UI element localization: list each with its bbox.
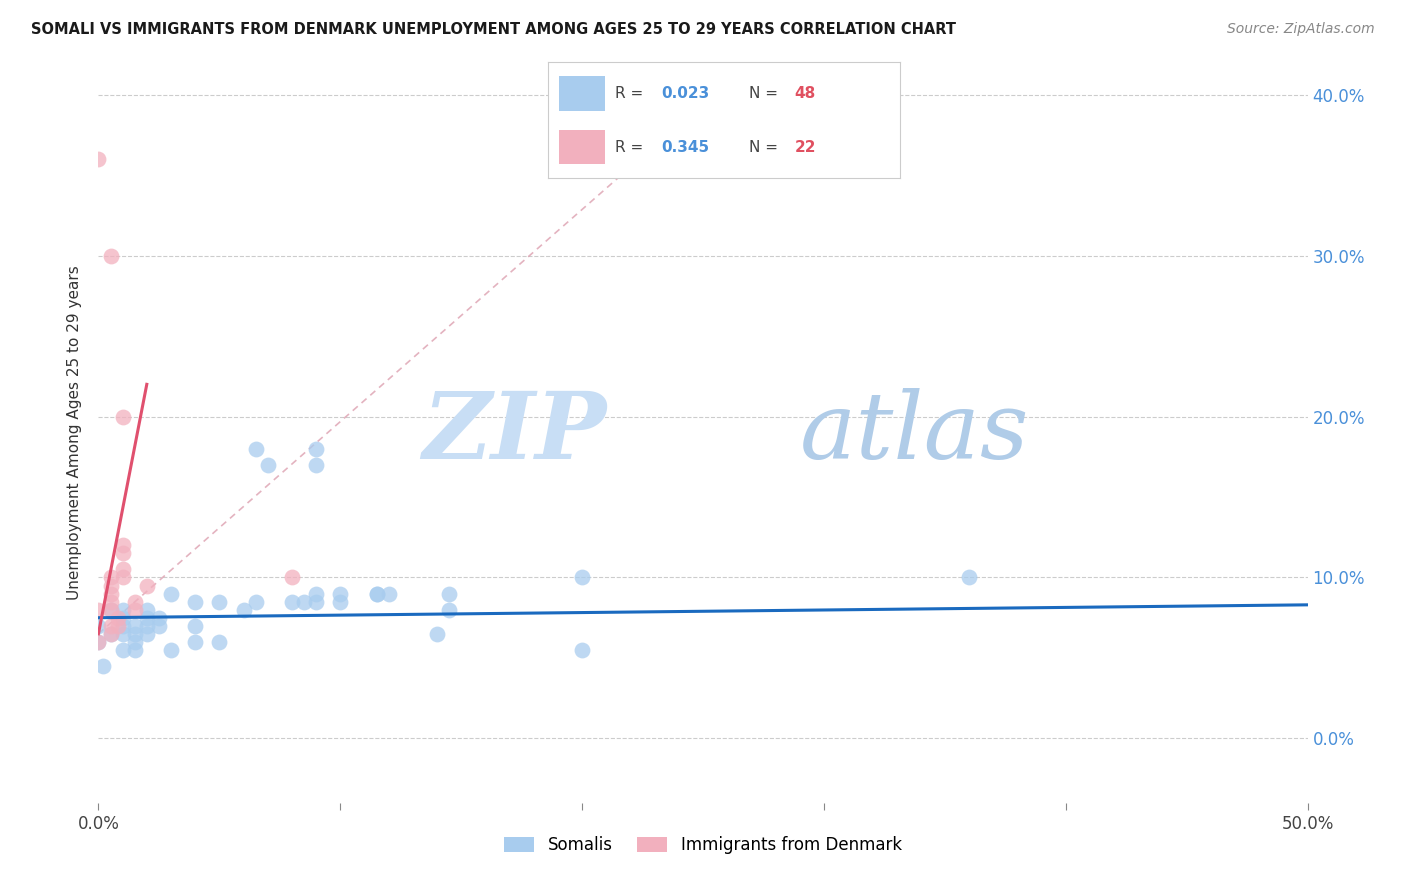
Point	[245, 594, 267, 608]
Point	[107, 619, 129, 633]
Point	[208, 594, 231, 608]
Point	[135, 578, 157, 592]
Point	[184, 619, 207, 633]
Point	[135, 627, 157, 641]
Text: R =: R =	[616, 139, 648, 154]
Point	[100, 586, 122, 600]
Point	[100, 602, 122, 616]
Point	[256, 458, 278, 472]
Point	[111, 619, 134, 633]
Text: 22: 22	[794, 139, 815, 154]
Point	[87, 619, 110, 633]
Legend: Somalis, Immigrants from Denmark: Somalis, Immigrants from Denmark	[498, 830, 908, 861]
Point	[87, 635, 110, 649]
Point	[135, 602, 157, 616]
Point	[292, 594, 315, 608]
Point	[124, 602, 146, 616]
Point	[107, 610, 129, 624]
Text: N =: N =	[749, 139, 783, 154]
Point	[329, 586, 352, 600]
Point	[208, 635, 231, 649]
Point	[426, 627, 449, 641]
Point	[124, 594, 146, 608]
Point	[111, 627, 134, 641]
Text: ZIP: ZIP	[422, 388, 606, 477]
Text: R =: R =	[616, 87, 648, 102]
Text: Source: ZipAtlas.com: Source: ZipAtlas.com	[1227, 22, 1375, 37]
Point	[111, 409, 134, 424]
Text: SOMALI VS IMMIGRANTS FROM DENMARK UNEMPLOYMENT AMONG AGES 25 TO 29 YEARS CORRELA: SOMALI VS IMMIGRANTS FROM DENMARK UNEMPL…	[31, 22, 956, 37]
Point	[111, 570, 134, 584]
Point	[148, 610, 170, 624]
Point	[232, 602, 254, 616]
Point	[245, 442, 267, 456]
Point	[305, 458, 328, 472]
Point	[124, 643, 146, 657]
Point	[160, 643, 183, 657]
Point	[100, 627, 122, 641]
Point	[184, 635, 207, 649]
Point	[377, 586, 399, 600]
Point	[124, 627, 146, 641]
Point	[100, 570, 122, 584]
Point	[366, 586, 388, 600]
Point	[437, 602, 460, 616]
Point	[87, 635, 110, 649]
Text: N =: N =	[749, 87, 783, 102]
Point	[160, 586, 183, 600]
Text: 0.345: 0.345	[661, 139, 709, 154]
Point	[111, 602, 134, 616]
Text: 48: 48	[794, 87, 815, 102]
Point	[148, 619, 170, 633]
Point	[100, 578, 122, 592]
Point	[87, 152, 110, 166]
Point	[111, 562, 134, 576]
Point	[957, 570, 980, 584]
Point	[100, 249, 122, 263]
Bar	[560, 77, 605, 112]
Point	[329, 594, 352, 608]
Point	[111, 546, 134, 560]
Point	[100, 594, 122, 608]
Point	[100, 619, 122, 633]
Point	[111, 643, 134, 657]
Point	[100, 627, 122, 641]
Point	[305, 586, 328, 600]
Bar	[560, 129, 605, 164]
Point	[184, 594, 207, 608]
Point	[111, 538, 134, 552]
Point	[135, 619, 157, 633]
Point	[366, 586, 388, 600]
Point	[281, 594, 304, 608]
Point	[437, 586, 460, 600]
Point	[135, 610, 157, 624]
Point	[100, 602, 122, 616]
Point	[281, 570, 304, 584]
Point	[111, 610, 134, 624]
Point	[571, 570, 593, 584]
Text: atlas: atlas	[800, 388, 1029, 477]
Point	[305, 442, 328, 456]
Point	[91, 659, 114, 673]
Point	[124, 619, 146, 633]
Y-axis label: Unemployment Among Ages 25 to 29 years: Unemployment Among Ages 25 to 29 years	[67, 265, 83, 600]
Point	[124, 635, 146, 649]
Point	[305, 594, 328, 608]
Point	[87, 602, 110, 616]
Point	[571, 643, 593, 657]
Text: 0.023: 0.023	[661, 87, 709, 102]
